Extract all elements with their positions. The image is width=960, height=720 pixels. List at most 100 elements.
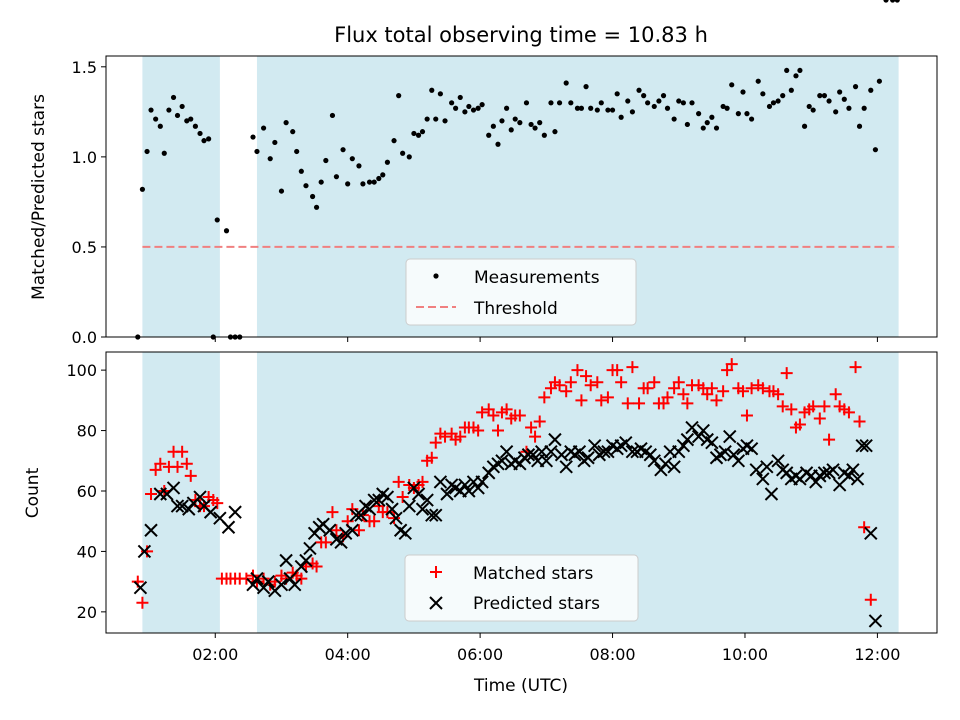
ratio-y-label: Matched/Predicted stars bbox=[29, 94, 49, 300]
measurement-point bbox=[645, 100, 651, 106]
measurement-point bbox=[366, 179, 373, 185]
predicted-star-point bbox=[864, 526, 878, 540]
predicted-star-point bbox=[354, 508, 368, 522]
measurement-point bbox=[594, 107, 600, 113]
measurement-point bbox=[396, 93, 402, 99]
measurement-point bbox=[641, 93, 647, 99]
matched-star-point bbox=[725, 358, 738, 371]
predicted-legend-marker bbox=[429, 596, 443, 610]
matched-star-point bbox=[648, 376, 661, 389]
matched-star-point bbox=[595, 394, 608, 407]
measurement-point bbox=[429, 87, 435, 93]
matched-star-point bbox=[396, 491, 409, 504]
matched-star-point bbox=[681, 397, 694, 410]
predicted-star-point bbox=[643, 448, 657, 462]
predicted-star-point bbox=[133, 580, 148, 595]
threshold-legend-label: Threshold bbox=[473, 299, 558, 319]
predicted-star-point bbox=[411, 487, 426, 501]
measurement-point bbox=[278, 188, 285, 194]
measurement-point bbox=[817, 93, 823, 99]
measurement-point bbox=[748, 116, 755, 122]
matched-star-point bbox=[849, 361, 862, 374]
matched-star-point bbox=[491, 424, 504, 437]
predicted-star-point bbox=[228, 505, 242, 519]
predicted-star-point bbox=[559, 460, 573, 474]
predicted-star-point bbox=[521, 448, 536, 462]
measurement-point bbox=[453, 105, 459, 111]
predicted-star-point bbox=[855, 438, 869, 453]
predicted-star-point bbox=[826, 463, 840, 477]
predicted-star-point bbox=[166, 481, 181, 495]
predicted-star-point bbox=[625, 445, 640, 459]
matched-star-point bbox=[330, 524, 343, 537]
matched-star-point bbox=[853, 415, 866, 428]
predicted-star-point bbox=[193, 490, 207, 504]
measurement-point bbox=[250, 134, 256, 140]
measurement-point bbox=[400, 150, 406, 156]
matched-star-point bbox=[745, 382, 758, 395]
measurement-point bbox=[157, 123, 163, 129]
predicted-star-point bbox=[696, 423, 710, 438]
measurement-point bbox=[512, 116, 518, 122]
measurement-point bbox=[254, 148, 260, 155]
matched-star-point bbox=[176, 445, 189, 458]
matched-star-point bbox=[472, 424, 485, 437]
predicted-star-point bbox=[279, 553, 293, 568]
measurement-point bbox=[766, 103, 773, 110]
measurement-point bbox=[442, 118, 448, 124]
measurement-point bbox=[303, 183, 309, 189]
predicted-star-point bbox=[658, 457, 673, 471]
measurement-point bbox=[883, 0, 889, 3]
measurement-point bbox=[523, 100, 530, 106]
measurement-point bbox=[876, 78, 882, 84]
x-tick-label: 04:00 bbox=[325, 645, 371, 664]
y-tick-label: 1.0 bbox=[72, 148, 97, 167]
measurement-point bbox=[671, 116, 677, 122]
measurement-point bbox=[309, 193, 316, 200]
measurement-point bbox=[298, 168, 304, 174]
measurement-point bbox=[846, 105, 852, 111]
matched-star-point bbox=[392, 475, 405, 488]
matched-star-point bbox=[740, 409, 753, 422]
measurement-point bbox=[384, 159, 391, 165]
measurement-point bbox=[541, 132, 547, 138]
count-legend-box bbox=[404, 554, 639, 622]
predicted-star-point bbox=[619, 435, 633, 450]
matched-star-point bbox=[626, 361, 639, 374]
observing-interval bbox=[142, 56, 220, 337]
measurement-point bbox=[260, 125, 267, 131]
measurement-point bbox=[380, 172, 386, 178]
count-legend: Matched stars Predicted stars bbox=[404, 554, 639, 622]
matched-star-point bbox=[136, 596, 149, 609]
predicted-star-point bbox=[274, 577, 289, 592]
matched-star-point bbox=[454, 430, 467, 443]
predicted-star-point bbox=[572, 445, 587, 459]
matched-star-point bbox=[756, 382, 769, 395]
predicted-star-point bbox=[175, 499, 189, 513]
predicted-star-point bbox=[425, 508, 439, 522]
ratio-legend: Measurements Threshold bbox=[405, 258, 637, 326]
predicted-star-point bbox=[433, 475, 448, 489]
matched-star-point bbox=[776, 400, 789, 413]
matched-star-point bbox=[529, 430, 542, 443]
measurement-point bbox=[419, 129, 426, 135]
matched-star-point bbox=[482, 403, 495, 416]
measurement-point bbox=[700, 125, 706, 131]
predicted-star-point bbox=[367, 493, 381, 507]
measurement-point bbox=[625, 98, 631, 104]
measurement-point bbox=[784, 67, 790, 74]
count-y-label: Count bbox=[23, 467, 43, 518]
measurement-point bbox=[223, 228, 230, 234]
measurement-point bbox=[349, 156, 355, 162]
measurement-point bbox=[166, 107, 172, 113]
measurement-point bbox=[333, 174, 340, 180]
matched-star-point bbox=[184, 469, 197, 482]
matched-star-point bbox=[710, 394, 723, 407]
matched-star-point bbox=[171, 460, 184, 473]
matched-star-point bbox=[240, 572, 253, 585]
measurement-point bbox=[833, 109, 839, 115]
measurement-point bbox=[376, 175, 382, 182]
measurement-point bbox=[724, 105, 730, 111]
count-y-axis: 20 40 60 80 100 bbox=[66, 361, 106, 622]
